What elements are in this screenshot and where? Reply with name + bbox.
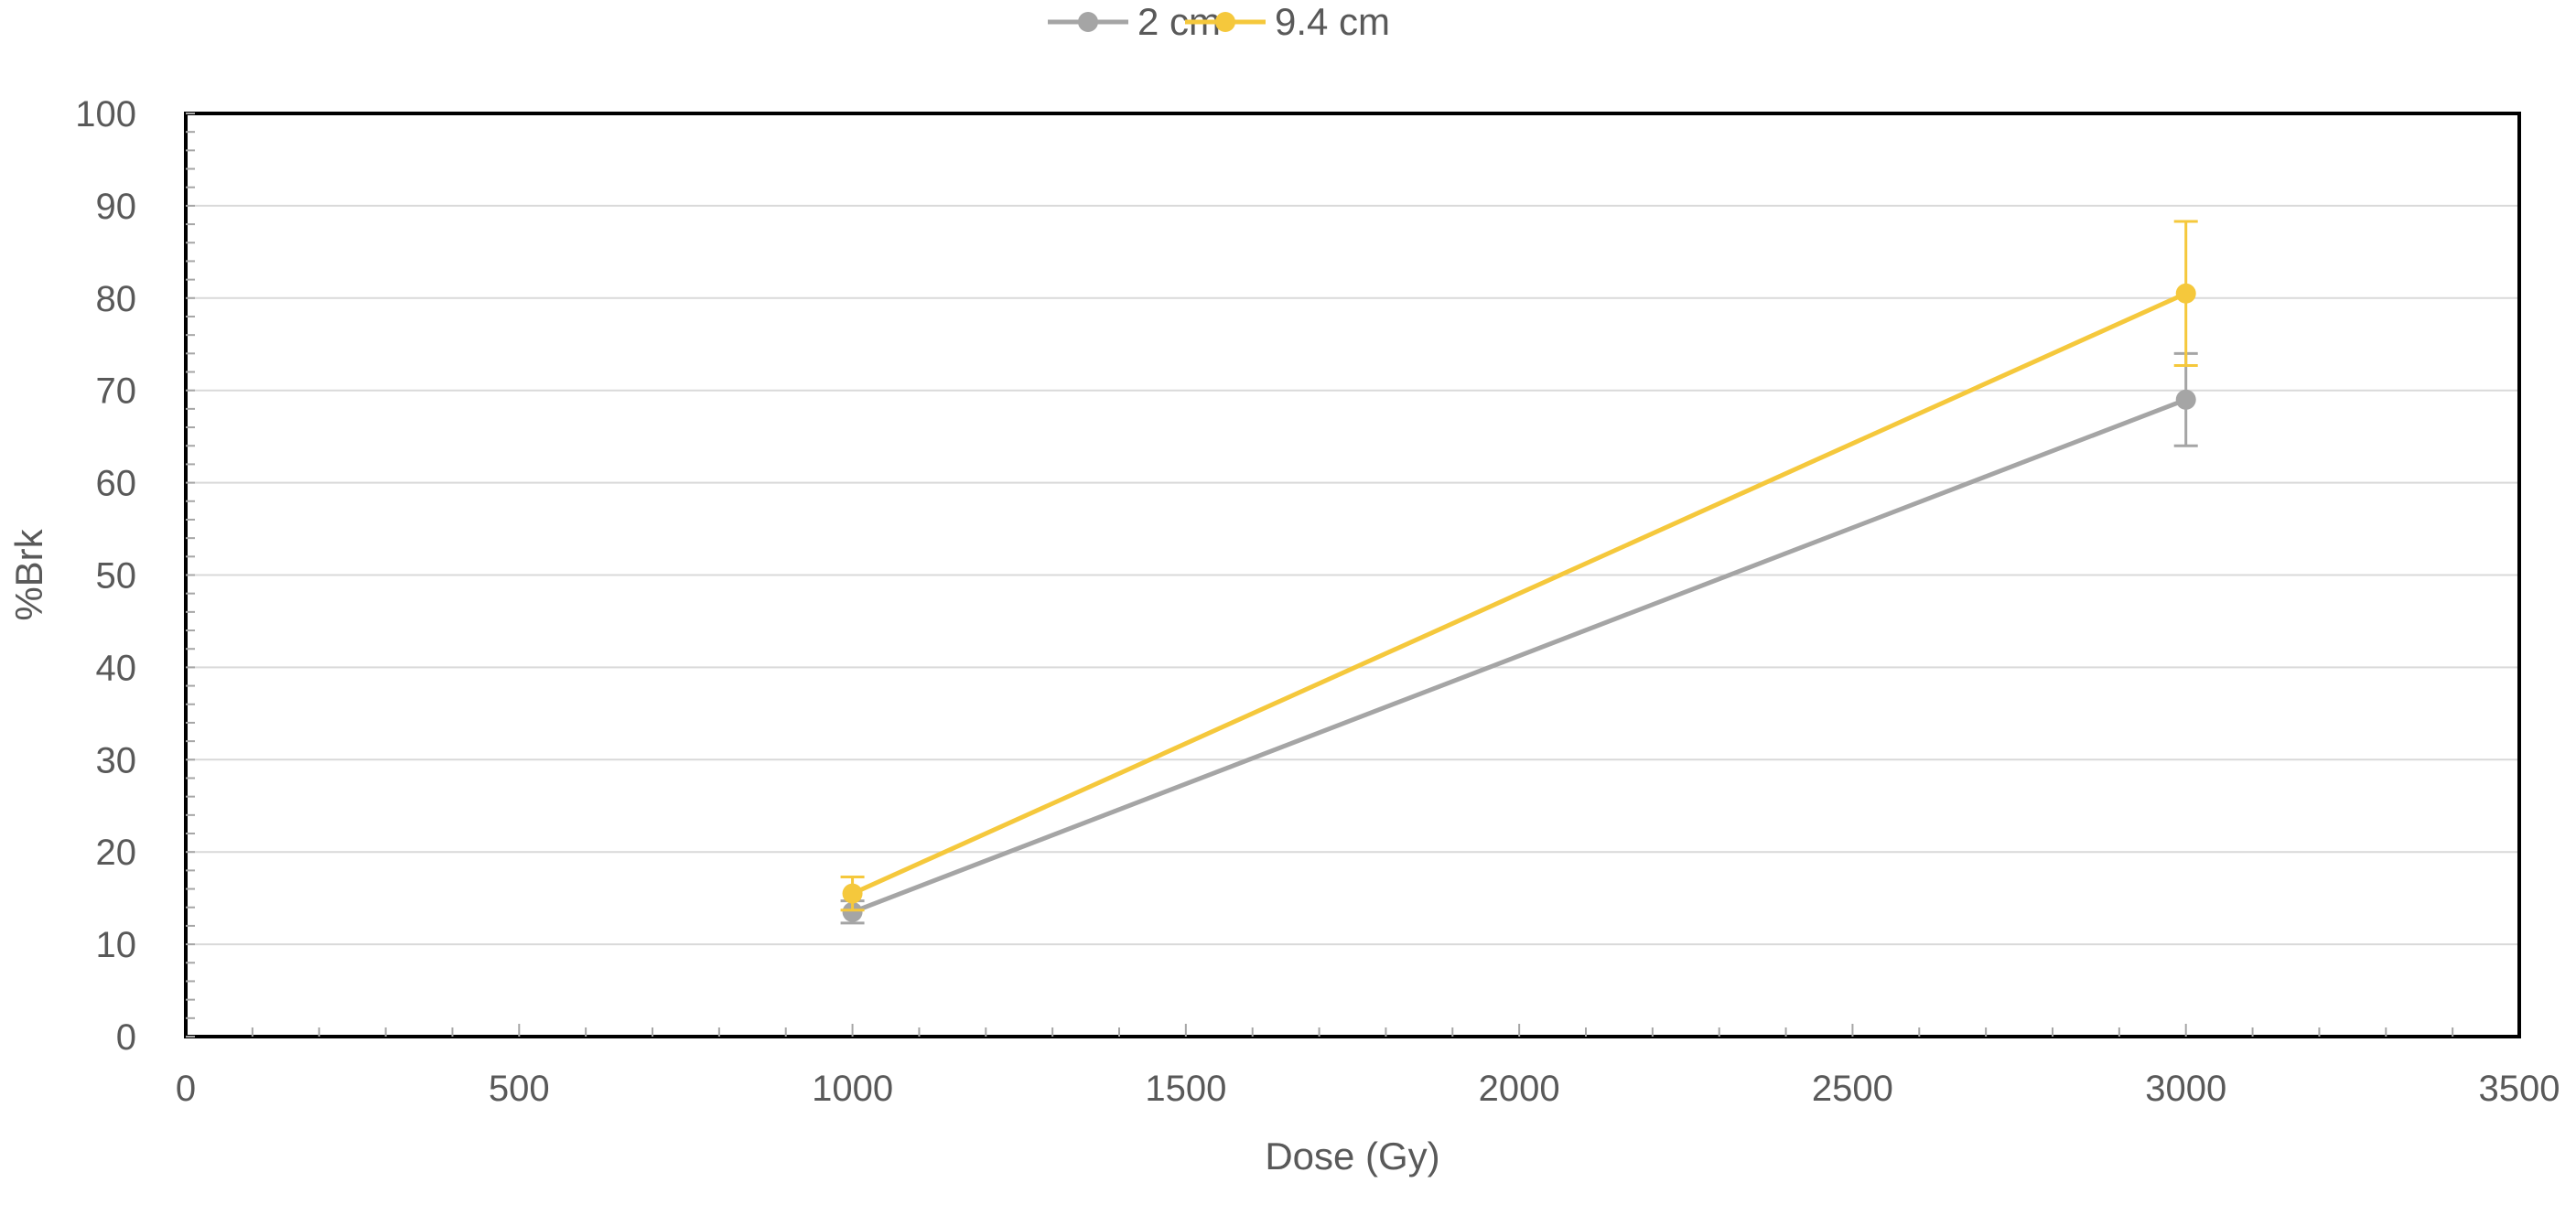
x-axis-title: Dose (Gy): [1265, 1135, 1439, 1178]
y-tick-label: 70: [96, 371, 137, 412]
y-tick-label: 60: [96, 464, 137, 504]
legend-marker: [1215, 12, 1235, 32]
x-tick-label: 2500: [1812, 1069, 1893, 1109]
x-axis-tick-labels: 0 500 1000 1500 2000 2500 3000 3500: [176, 1069, 2560, 1109]
y-tick-label: 90: [96, 187, 137, 227]
y-tick-label: 10: [96, 925, 137, 965]
data-point[interactable]: [842, 883, 863, 904]
y-tick-label: 0: [116, 1017, 136, 1058]
series-1: [840, 220, 2198, 912]
y-tick-label: 50: [96, 556, 137, 597]
y-tick-label: 100: [75, 94, 136, 134]
data-point[interactable]: [2175, 389, 2196, 410]
legend-marker: [1078, 12, 1098, 32]
y-tick-label: 40: [96, 648, 137, 688]
x-tick-label: 1000: [812, 1069, 893, 1109]
grid-lines: [186, 113, 2519, 946]
minor-ticks: [186, 113, 2454, 1038]
x-tick-label: 500: [489, 1069, 550, 1109]
legend[interactable]: 2 cm 9.4 cm: [1048, 0, 1390, 43]
y-tick-label: 20: [96, 833, 137, 873]
series-line: [851, 291, 2187, 896]
legend-label: 9.4 cm: [1275, 0, 1390, 43]
x-tick-label: 3500: [2479, 1069, 2560, 1109]
x-tick-label: 0: [176, 1069, 196, 1109]
series-layer: [840, 220, 2198, 925]
data-point[interactable]: [2175, 283, 2196, 304]
series-line: [851, 397, 2187, 915]
x-tick-label: 2000: [1479, 1069, 1560, 1109]
data-point[interactable]: [842, 901, 863, 922]
y-tick-label: 80: [96, 279, 137, 319]
y-axis-tick-labels: 0 10 20 30 40 50 60 70 80 90 100: [75, 94, 136, 1058]
y-axis-title: %Brk: [7, 528, 50, 620]
legend-item-1[interactable]: 9.4 cm: [1185, 0, 1390, 43]
y-tick-label: 30: [96, 740, 137, 780]
x-tick-label: 1500: [1145, 1069, 1226, 1109]
x-tick-label: 3000: [2145, 1069, 2226, 1109]
series-0: [840, 351, 2198, 925]
